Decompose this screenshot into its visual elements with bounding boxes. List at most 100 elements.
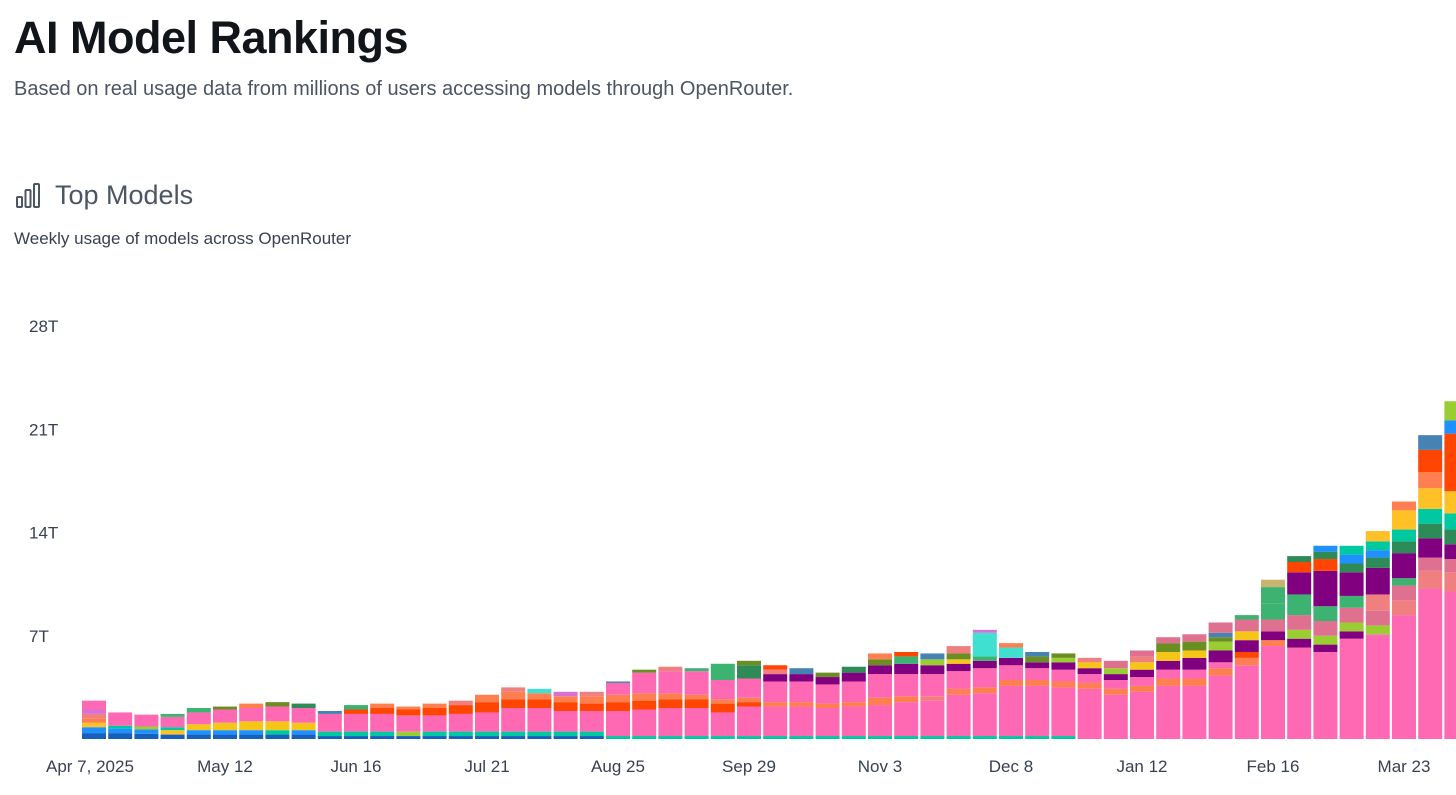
bar-segment[interactable] [265,702,290,707]
bar-segment[interactable] [789,668,814,675]
bar-segment[interactable] [553,736,578,739]
bar-week[interactable] [213,706,237,739]
bar-segment[interactable] [737,678,761,698]
bar-week[interactable] [527,688,552,739]
bar-segment[interactable] [841,706,866,737]
bar-segment[interactable] [946,646,971,654]
bar-week[interactable] [815,672,840,739]
bar-segment[interactable] [1287,615,1312,630]
bar-segment[interactable] [291,722,316,731]
bar-segment[interactable] [1392,553,1416,579]
bar-segment[interactable] [606,702,630,711]
bar-segment[interactable] [527,708,552,732]
bar-segment[interactable] [1182,685,1207,739]
bar-segment[interactable] [1444,572,1456,592]
bar-segment[interactable] [475,694,499,703]
bar-segment[interactable] [763,681,788,703]
bar-segment[interactable] [1418,588,1443,739]
bar-segment[interactable] [1025,736,1050,739]
bar-segment[interactable] [448,700,473,706]
bar-segment[interactable] [108,712,133,726]
bar-segment[interactable] [789,702,814,707]
bar-segment[interactable] [1234,665,1259,739]
bar-segment[interactable] [606,682,630,695]
bar-segment[interactable] [684,694,709,700]
bar-segment[interactable] [579,710,604,732]
bar-segment[interactable] [82,713,106,719]
bar-segment[interactable] [160,730,185,735]
bar-segment[interactable] [1051,736,1076,739]
bar-segment[interactable] [1182,669,1207,679]
bar-segment[interactable] [1156,643,1181,652]
bar-segment[interactable] [475,702,499,713]
bar-segment[interactable] [1365,557,1390,568]
bar-segment[interactable] [737,702,761,707]
bar-segment[interactable] [1287,629,1312,639]
bar-segment[interactable] [1051,662,1076,670]
bar-segment[interactable] [972,629,997,633]
bar-segment[interactable] [763,665,788,670]
bar-segment[interactable] [448,736,473,739]
bar-segment[interactable] [1103,660,1128,669]
bar-segment[interactable] [1130,677,1154,686]
bar-segment[interactable] [239,708,264,722]
bar-segment[interactable] [894,736,919,739]
bar-segment[interactable] [1234,640,1259,652]
bar-segment[interactable] [1392,529,1416,542]
bar-segment[interactable] [946,694,971,737]
bar-week[interactable] [1208,622,1233,739]
bar-week[interactable] [579,691,604,739]
bar-segment[interactable] [448,731,473,737]
bar-segment[interactable] [501,687,526,692]
bar-segment[interactable] [920,674,945,697]
bar-segment[interactable] [684,708,709,737]
bar-segment[interactable] [579,731,604,737]
bar-segment[interactable] [422,731,447,737]
bar-week[interactable] [344,705,368,739]
bar-segment[interactable] [815,677,840,685]
bar-segment[interactable] [1444,544,1456,560]
bar-segment[interactable] [553,696,578,703]
bar-segment[interactable] [1182,634,1207,642]
bar-segment[interactable] [1365,610,1390,626]
bar-segment[interactable] [946,736,971,739]
bar-segment[interactable] [1130,656,1154,663]
bar-week[interactable] [737,660,761,739]
bar-segment[interactable] [527,693,552,700]
bar-segment[interactable] [1444,491,1456,514]
bar-segment[interactable] [1339,638,1364,739]
bar-segment[interactable] [763,674,788,682]
bar-segment[interactable] [632,709,657,737]
bar-segment[interactable] [1313,644,1338,652]
bar-segment[interactable] [186,734,211,739]
bar-segment[interactable] [1208,650,1233,663]
bar-segment[interactable] [1313,635,1338,645]
bar-segment[interactable] [710,736,735,739]
bar-segment[interactable] [1077,688,1102,739]
bar-segment[interactable] [737,660,761,666]
bar-segment[interactable] [946,653,971,660]
bar-segment[interactable] [1025,662,1050,669]
bar-week[interactable] [632,669,657,739]
bar-segment[interactable] [1392,541,1416,554]
bar-segment[interactable] [134,733,159,739]
bar-week[interactable] [1182,634,1207,739]
bar-segment[interactable] [134,729,159,734]
bar-segment[interactable] [213,706,237,710]
bar-segment[interactable] [1208,622,1233,633]
bar-segment[interactable] [868,697,892,706]
bar-segment[interactable] [763,669,788,675]
bar-segment[interactable] [1418,472,1443,489]
bar-segment[interactable] [868,705,892,737]
bar-segment[interactable] [579,691,604,697]
bar-segment[interactable] [1077,662,1102,669]
bar-week[interactable] [1365,531,1390,739]
bar-segment[interactable] [1156,660,1181,670]
bar-segment[interactable] [789,706,814,737]
bar-segment[interactable] [108,725,133,729]
bar-segment[interactable] [684,699,709,709]
bar-segment[interactable] [1444,513,1456,530]
bar-segment[interactable] [422,703,447,709]
bar-segment[interactable] [946,671,971,689]
bar-segment[interactable] [737,736,761,739]
